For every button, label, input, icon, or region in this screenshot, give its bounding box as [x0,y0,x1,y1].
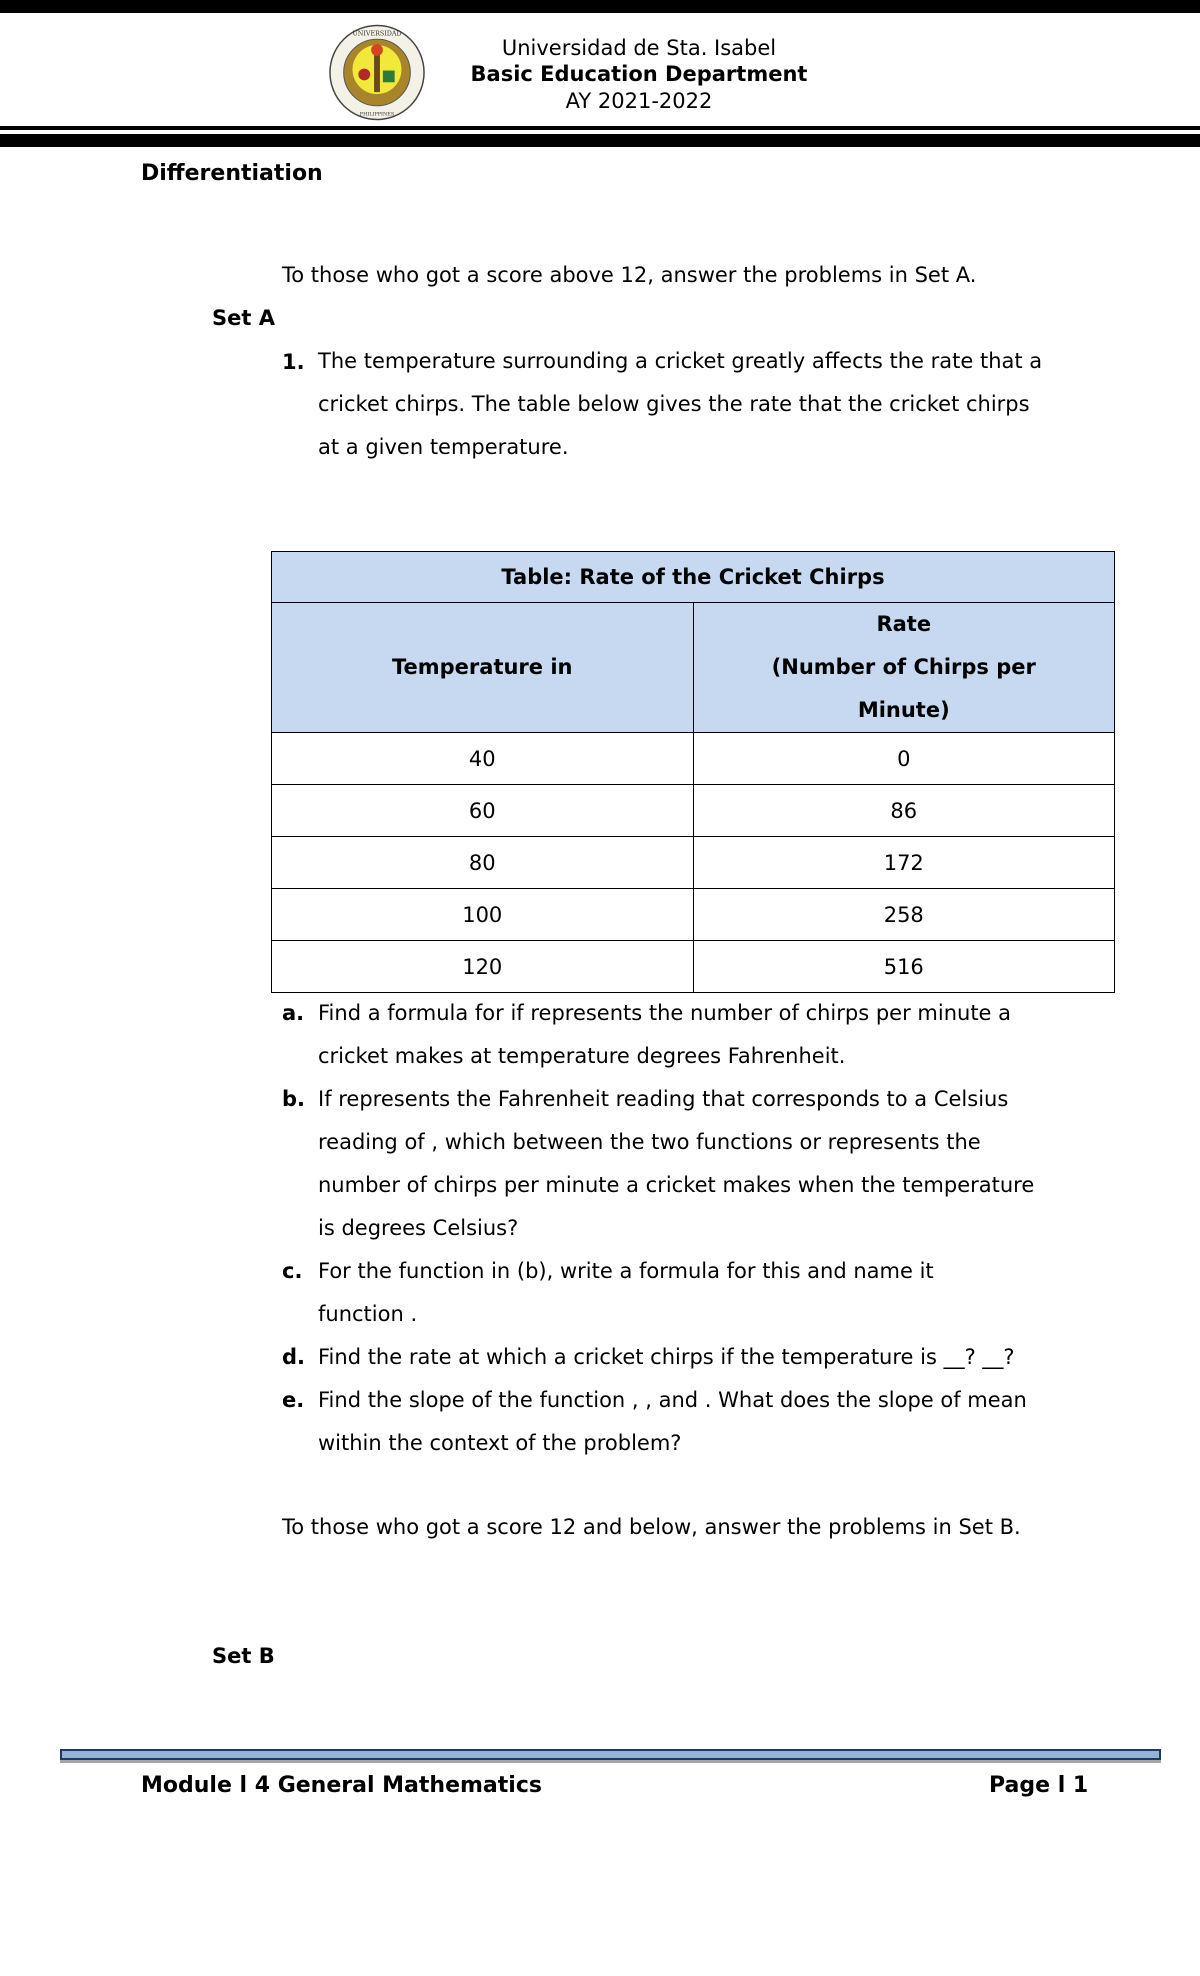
temp-cell: 100 [271,888,694,941]
subquestion-text-line: Find a formula for if represents the num… [318,1001,1012,1025]
academic-year: AY 2021-2022 [565,89,713,113]
subquestion-text-line: is degrees Celsius? [318,1216,519,1240]
rate-header-line: (Number of Chirps per [771,655,1036,679]
table-row: 100 258 [271,888,1115,941]
school-name: Universidad de Sta. Isabel [501,36,777,60]
set-a-label: Set A [212,306,275,330]
rate-cell: 516 [692,940,1115,993]
footer-bar [60,1749,1161,1760]
header-divider-thin [0,126,1200,130]
subquestion-text-line: Find the slope of the function , , and .… [318,1388,1027,1412]
subquestion-letter: d. [282,1345,306,1369]
rate-header-line: Minute) [857,698,950,722]
subquestion-letter: a. [282,1001,305,1025]
footer-page-number: Page l 1 [989,1773,1089,1798]
footer-module: Module l 4 General Mathematics [141,1773,542,1798]
department-name: Basic Education Department [470,62,808,86]
subquestion-letter: c. [282,1259,303,1283]
problem-number: 1. [282,350,305,374]
cricket-chirps-table: Table: Rate of the Cricket Chirps Temper… [271,551,1115,993]
table-row: 80 172 [271,836,1115,889]
problem-text-line: The temperature surrounding a cricket gr… [318,349,1043,373]
set-b-instruction: To those who got a score 12 and below, a… [282,1515,1021,1539]
header-top-bar [0,0,1200,13]
rate-cell: 258 [692,888,1115,941]
rate-cell: 86 [692,784,1115,837]
subquestion-letter: b. [282,1087,306,1111]
rate-cell: 172 [692,836,1115,889]
problem-text-line: cricket chirps. The table below gives th… [318,392,1030,416]
column-header-rate: Rate (Number of Chirps per Minute) [692,602,1115,733]
subquestion-text-line: within the context of the problem? [318,1431,682,1455]
table-title: Table: Rate of the Cricket Chirps [271,551,1115,603]
school-seal-logo: UNIVERSIDAD PHILIPPINES [329,24,425,121]
temp-cell: 60 [271,784,694,837]
rate-cell: 0 [692,732,1115,785]
svg-text:PHILIPPINES: PHILIPPINES [360,112,394,118]
table-row: 60 86 [271,784,1115,837]
problem-text-line: at a given temperature. [318,435,569,459]
subquestion-text-line: reading of , which between the two funct… [318,1130,981,1154]
column-header-temperature: Temperature in [271,602,694,733]
subquestion-text-line: If represents the Fahrenheit reading tha… [318,1087,1009,1111]
temp-cell: 80 [271,836,694,889]
subquestion-text-line: For the function in (b), write a formula… [318,1259,934,1283]
subquestion-text-line: cricket makes at temperature degrees Fah… [318,1044,846,1068]
temp-cell: 40 [271,732,694,785]
footer-bar-shadow [60,1760,1161,1763]
temp-cell: 120 [271,940,694,993]
rate-header-line: Rate [876,612,932,636]
table-row: 120 516 [271,940,1115,993]
header-divider-thick [0,134,1200,147]
subquestion-text-line: Find the rate at which a cricket chirps … [318,1345,1015,1369]
svg-text:UNIVERSIDAD: UNIVERSIDAD [352,29,401,37]
set-b-label: Set B [212,1644,275,1668]
section-title: Differentiation [141,161,323,186]
subquestion-text-line: number of chirps per minute a cricket ma… [318,1173,1035,1197]
set-a-instruction: To those who got a score above 12, answe… [282,263,977,287]
table-row: 40 0 [271,732,1115,785]
subquestion-letter: e. [282,1388,305,1412]
subquestion-text-line: function . [318,1302,418,1326]
